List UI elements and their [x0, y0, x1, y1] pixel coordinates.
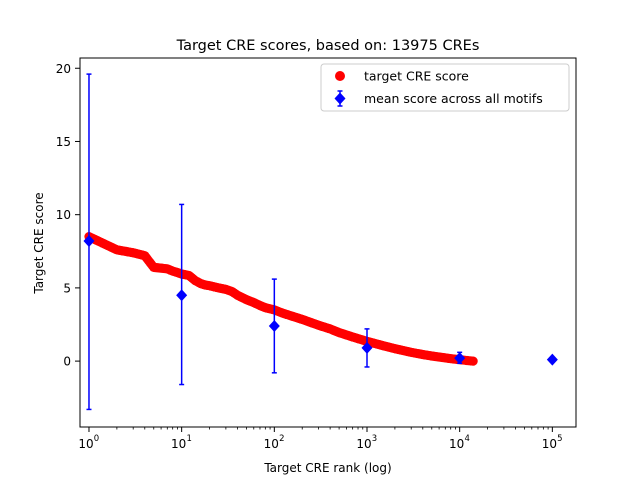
legend-marker-mean — [334, 92, 346, 105]
x-tick-exponent-5: 5 — [557, 434, 562, 444]
mean-score-point-2 — [268, 319, 280, 332]
legend: target CRE score mean score across all m… — [320, 63, 570, 112]
y-tick-label-4: 20 — [56, 62, 71, 76]
legend-label-target: target CRE score — [364, 69, 469, 84]
legend-marker-target — [335, 71, 345, 81]
legend-box — [320, 63, 570, 112]
y-tick-label-3: 15 — [56, 135, 71, 149]
mean-score-point-1 — [176, 289, 188, 302]
y-axis-label: Target CRE score — [32, 192, 46, 294]
x-tick-exponent-4: 4 — [464, 434, 469, 444]
mean-score-point-0 — [83, 235, 95, 248]
x-tick-label-1: 10 — [171, 437, 186, 451]
y-tick-label-2: 10 — [56, 208, 71, 222]
plot-area — [80, 58, 576, 427]
x-tick-exponent-1: 1 — [186, 434, 191, 444]
target-score-dense-point-251 — [467, 356, 477, 366]
plot-background — [80, 58, 576, 427]
x-tick-label-4: 10 — [449, 437, 464, 451]
x-tick-label-3: 10 — [356, 437, 371, 451]
x-tick-label-0: 10 — [78, 437, 93, 451]
x-tick-exponent-3: 3 — [372, 434, 377, 444]
y-tick-label-0: 0 — [63, 355, 71, 369]
chart-title: Target CRE scores, based on: 13975 CREs — [176, 38, 480, 54]
mean-score-point-4 — [454, 352, 466, 365]
x-tick-label-2: 10 — [264, 437, 279, 451]
mean-score-point-5 — [546, 353, 558, 366]
x-tick-exponent-0: 0 — [94, 434, 99, 444]
x-axis-label: Target CRE rank (log) — [263, 461, 391, 475]
legend-label-mean: mean score across all motifs — [364, 91, 543, 106]
data-marks — [83, 73, 558, 411]
y-tick-label-1: 5 — [63, 281, 71, 295]
mean-score-point-3 — [361, 341, 373, 354]
x-tick-exponent-2: 2 — [279, 434, 284, 444]
plot-frame — [79, 57, 577, 428]
x-tick-label-5: 10 — [542, 437, 557, 451]
